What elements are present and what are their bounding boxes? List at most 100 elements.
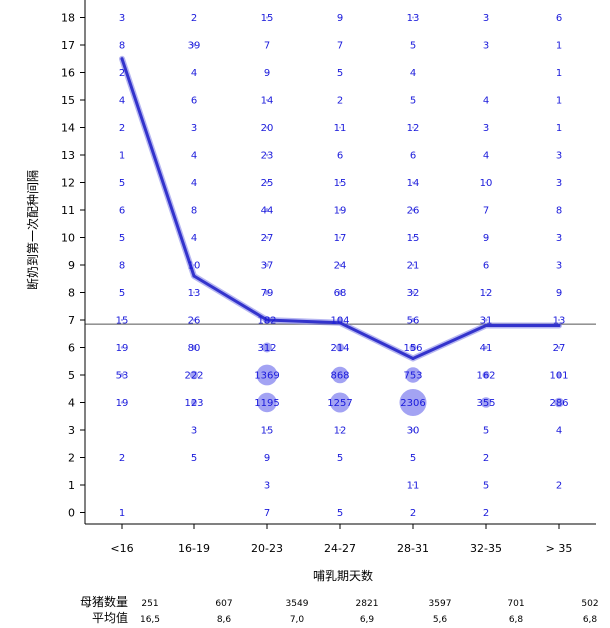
cell-count-label: 11 xyxy=(407,481,420,492)
bubble xyxy=(411,236,415,239)
cell-count-label: 3 xyxy=(483,13,489,24)
footer-value: 8,6 xyxy=(217,615,232,625)
y-tick-label: 16 xyxy=(61,67,75,80)
cell-count-label: 4 xyxy=(119,96,125,107)
cell-count-label: 868 xyxy=(330,371,349,382)
y-tick-label: 7 xyxy=(68,314,75,327)
bubble xyxy=(338,263,342,267)
bubble xyxy=(410,317,416,323)
cell-count-label: 8 xyxy=(556,206,562,217)
mean-point xyxy=(484,324,488,327)
cell-count-label: 17 xyxy=(334,233,347,244)
cell-count-label: 6 xyxy=(556,13,562,24)
bubble xyxy=(266,71,268,74)
x-tick-label: 16-19 xyxy=(178,542,210,555)
y-tick-label: 5 xyxy=(68,369,75,382)
cell-count-label: 56 xyxy=(407,316,420,327)
cell-count-label: 2 xyxy=(483,453,489,464)
footer-value: 6,8 xyxy=(509,615,524,625)
cell-count-label: 2 xyxy=(191,13,197,24)
cell-count-label: 15 xyxy=(261,426,274,437)
bubble xyxy=(338,236,342,239)
cell-count-label: 4 xyxy=(191,151,197,162)
bubble xyxy=(120,346,124,349)
cell-count-label: 104 xyxy=(330,316,349,327)
cell-count-label: 1 xyxy=(556,96,562,107)
mean-point xyxy=(192,274,196,278)
footer-value: 5,6 xyxy=(433,615,448,625)
bubble xyxy=(339,429,341,431)
mean-point xyxy=(338,321,342,325)
mean-line-layer xyxy=(119,55,562,362)
cell-count-label: 5 xyxy=(337,68,343,79)
cell-count-label: 2306 xyxy=(400,398,425,409)
cell-count-label: 21 xyxy=(407,261,420,272)
cell-count-label: 12 xyxy=(480,288,493,299)
bubble xyxy=(265,126,269,129)
bubble xyxy=(192,291,196,294)
bubble xyxy=(265,16,269,19)
cell-count-label: 2 xyxy=(119,453,125,464)
cell-count-label: 7 xyxy=(264,41,270,52)
cell-count-label: 5 xyxy=(119,288,125,299)
bubble xyxy=(120,318,124,322)
bubble xyxy=(335,343,345,352)
cell-count-label: 5 xyxy=(410,41,416,52)
y-tick-label: 18 xyxy=(61,12,75,25)
bubble xyxy=(409,343,417,352)
bubble xyxy=(262,342,272,353)
y-tick-label: 12 xyxy=(61,177,75,190)
cell-count-label: 20 xyxy=(261,123,274,134)
bubble xyxy=(265,236,269,239)
footer-value: 701 xyxy=(507,599,524,609)
y-tick-label: 8 xyxy=(68,287,75,300)
cell-count-label: 7 xyxy=(264,508,270,519)
cell-count-label: 6 xyxy=(483,261,489,272)
bubble xyxy=(192,43,196,47)
bubble xyxy=(339,126,341,129)
footer-value: 6,9 xyxy=(360,615,375,625)
bubble xyxy=(265,153,269,157)
cell-count-label: 222 xyxy=(184,371,203,382)
bubble xyxy=(411,290,415,295)
cell-count-label: 2 xyxy=(337,96,343,107)
bubble xyxy=(411,181,415,184)
footer-value: 2821 xyxy=(356,599,379,609)
bubble xyxy=(337,290,343,295)
bubble xyxy=(338,208,342,212)
x-tick-label: 20-23 xyxy=(251,542,283,555)
cell-count-label: 9 xyxy=(337,13,343,24)
y-tick-label: 0 xyxy=(68,507,75,520)
cell-count-label: 68 xyxy=(334,288,347,299)
bubble xyxy=(191,344,197,351)
cell-count-label: 37 xyxy=(261,261,274,272)
cell-count-label: 4 xyxy=(483,151,489,162)
cell-count-label: 9 xyxy=(264,453,270,464)
mean-point xyxy=(265,318,269,322)
cell-count-label: 1257 xyxy=(327,398,352,409)
bubble xyxy=(554,397,564,408)
cell-count-label: 5 xyxy=(483,426,489,437)
x-tick-label: 32-35 xyxy=(470,542,502,555)
cell-count-label: 26 xyxy=(407,206,420,217)
bubble xyxy=(556,372,562,378)
mean-point xyxy=(411,357,415,360)
cell-count-label: 44 xyxy=(261,206,274,217)
cell-count-label: 3 xyxy=(483,123,489,134)
cell-count-label: 3 xyxy=(191,123,197,134)
footer-value: 502 xyxy=(581,599,598,609)
cell-count-label: 3 xyxy=(556,151,562,162)
cell-count-label: 101 xyxy=(549,371,568,382)
cell-count-label: 2 xyxy=(119,68,125,79)
cell-count-label: 79 xyxy=(261,288,274,299)
cell-count-label: 13 xyxy=(188,288,201,299)
bubble-layer xyxy=(119,16,564,486)
cell-count-label: 182 xyxy=(257,316,276,327)
cell-count-label: 5 xyxy=(483,481,489,492)
y-tick-label: 10 xyxy=(61,232,75,245)
cell-count-label: 13 xyxy=(553,316,566,327)
bubble xyxy=(265,428,269,432)
cell-count-label: 5 xyxy=(337,508,343,519)
footer-value: 3597 xyxy=(429,599,452,609)
cell-count-label: 5 xyxy=(410,96,416,107)
